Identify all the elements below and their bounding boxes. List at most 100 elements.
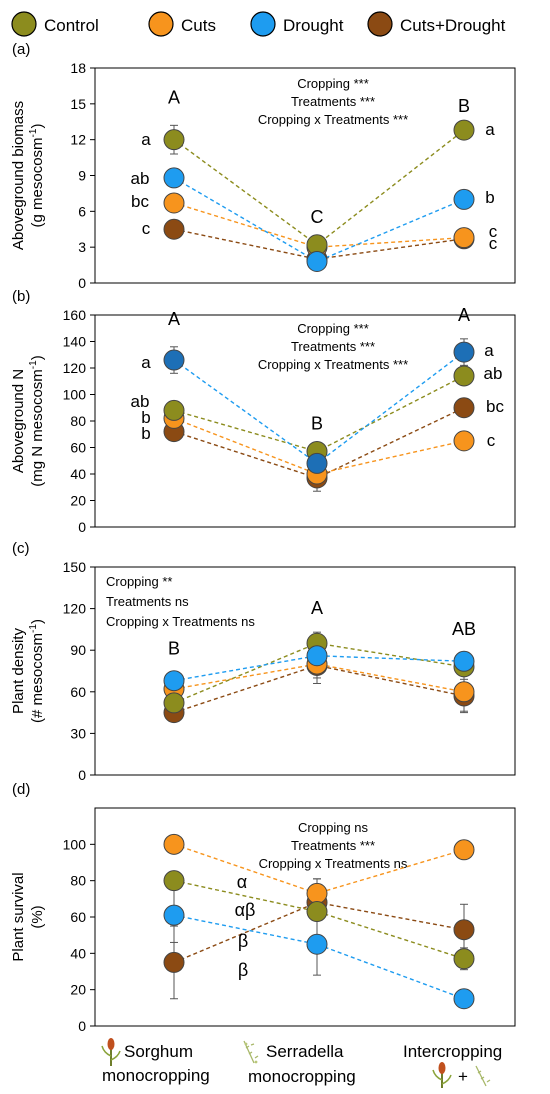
letter-label: ab <box>131 392 150 411</box>
data-point-control <box>453 365 475 387</box>
y-tick-label: 60 <box>70 684 86 700</box>
panel-label: (b) <box>12 288 30 305</box>
data-point-cuts <box>453 681 475 703</box>
data-point-control <box>163 870 185 892</box>
y-axis-label-units: (%) <box>29 905 46 928</box>
letter-label: ab <box>131 169 150 188</box>
letter-label: αβ <box>235 900 256 920</box>
letter-label: c <box>487 431 496 450</box>
y-tick-label: 120 <box>63 601 87 617</box>
y-tick-label: 0 <box>78 1018 86 1034</box>
legend-label-control: Control <box>44 16 99 35</box>
data-point-drought <box>306 645 328 667</box>
y-axis-label-units: (mg N mesocosm-1) <box>28 355 46 486</box>
letter-label: β <box>238 931 248 951</box>
data-point-cuts-drought <box>453 919 475 941</box>
panel-label: (c) <box>12 540 30 557</box>
panel-c: (c) 0 30 60 90 120 150 Plant density (# mesocosm… <box>10 540 516 783</box>
legend-marker-cuts <box>148 11 174 37</box>
data-point-control <box>306 901 328 923</box>
legend: Control Cuts Drought Cuts+Drought <box>11 11 506 37</box>
data-point-cuts-drought <box>163 951 185 973</box>
y-tick-label: 9 <box>78 168 86 184</box>
y-tick-label: 30 <box>70 725 86 741</box>
panel-d: (d) 0 20 40 60 80 100 Plant survival (%) Cropping… <box>10 781 516 1034</box>
group-letter: AB <box>452 619 476 639</box>
serradella-icon <box>243 1040 259 1064</box>
y-tick-label: 6 <box>78 203 86 219</box>
legend-label-cuts: Cuts <box>181 16 216 35</box>
data-point-control <box>163 692 185 714</box>
y-tick-label: 12 <box>70 132 86 148</box>
y-tick-label: 60 <box>70 909 86 925</box>
data-point-control <box>453 948 475 970</box>
y-tick-label: 15 <box>70 96 86 112</box>
y-tick-label: 120 <box>63 360 87 376</box>
x-category-sorghum-line2: monocropping <box>102 1066 210 1085</box>
data-point-drought <box>453 988 475 1010</box>
y-tick-label: 0 <box>78 767 86 783</box>
stats-annotation: Cropping x Treatments ns <box>259 856 408 871</box>
x-axis-categories: Sorghum monocropping Serradella monocrop… <box>101 1038 502 1088</box>
data-point-control <box>453 119 475 141</box>
data-point-cuts <box>453 430 475 452</box>
y-tick-label: 0 <box>78 275 86 291</box>
stats-annotation: Cropping *** <box>297 321 369 336</box>
sorghum-icon <box>101 1038 121 1066</box>
stats-annotation: Cropping x Treatments ns <box>106 614 255 629</box>
group-letter: A <box>311 598 323 618</box>
series-line-cuts-drought <box>173 228 465 260</box>
group-letter: A <box>458 305 470 325</box>
letter-label: b <box>141 408 150 427</box>
y-tick-label: 20 <box>70 493 86 509</box>
stats-annotation: Cropping ** <box>106 574 173 589</box>
x-category-intercropping-line1: Intercropping <box>403 1042 502 1061</box>
data-point-cuts-drought <box>163 218 185 240</box>
letter-label: bc <box>131 192 149 211</box>
data-point-drought <box>163 904 185 926</box>
y-tick-label: 100 <box>63 836 87 852</box>
legend-marker-drought <box>250 11 276 37</box>
y-tick-label: 40 <box>70 466 86 482</box>
series-line-control <box>173 129 465 246</box>
letter-label: c <box>489 234 498 253</box>
letter-label: β <box>238 960 248 980</box>
letter-label: bc <box>486 397 504 416</box>
y-axis-label: Aboveground biomass <box>10 101 27 250</box>
data-point-control <box>163 399 185 421</box>
stats-annotation: Cropping x Treatments *** <box>258 112 408 127</box>
stats-annotation: Cropping *** <box>297 76 369 91</box>
data-point-drought <box>453 341 475 363</box>
stats-annotation: Cropping x Treatments *** <box>258 357 408 372</box>
letter-label: a <box>141 353 151 372</box>
legend-label-drought: Drought <box>283 16 344 35</box>
series-line-cuts <box>173 843 465 895</box>
group-letter: A <box>168 87 180 107</box>
stats-annotation: Treatments ns <box>106 594 189 609</box>
y-axis-label: Plant density <box>10 628 27 714</box>
legend-marker-control <box>11 11 37 37</box>
data-point-cuts-drought <box>453 397 475 419</box>
letter-label: a <box>141 130 151 149</box>
y-tick-label: 40 <box>70 945 86 961</box>
letter-label: c <box>489 222 498 241</box>
x-category-serradella-line2: monocropping <box>248 1067 356 1086</box>
x-category-serradella-line1: Serradella <box>266 1042 344 1061</box>
data-point-drought <box>306 933 328 955</box>
data-point-cuts <box>163 192 185 214</box>
group-letter: B <box>458 96 470 116</box>
y-tick-label: 90 <box>70 642 86 658</box>
y-tick-label: 140 <box>63 334 87 350</box>
plot-frame <box>94 566 516 776</box>
letter-label: ab <box>484 364 503 383</box>
y-tick-label: 160 <box>63 307 87 323</box>
legend-marker-cuts-drought <box>367 11 393 37</box>
panel-a: (a) 0 3 6 9 12 15 18 Aboveground biomass (g mesoc… <box>10 41 516 291</box>
data-point-drought <box>453 650 475 672</box>
stats-annotation: Cropping ns <box>298 820 369 835</box>
letter-label: α <box>237 872 247 892</box>
y-axis-label-units: (# mesocosm-1) <box>28 619 46 723</box>
y-tick-label: 0 <box>78 519 86 535</box>
data-point-cuts <box>306 882 328 904</box>
y-tick-label: 3 <box>78 239 86 255</box>
